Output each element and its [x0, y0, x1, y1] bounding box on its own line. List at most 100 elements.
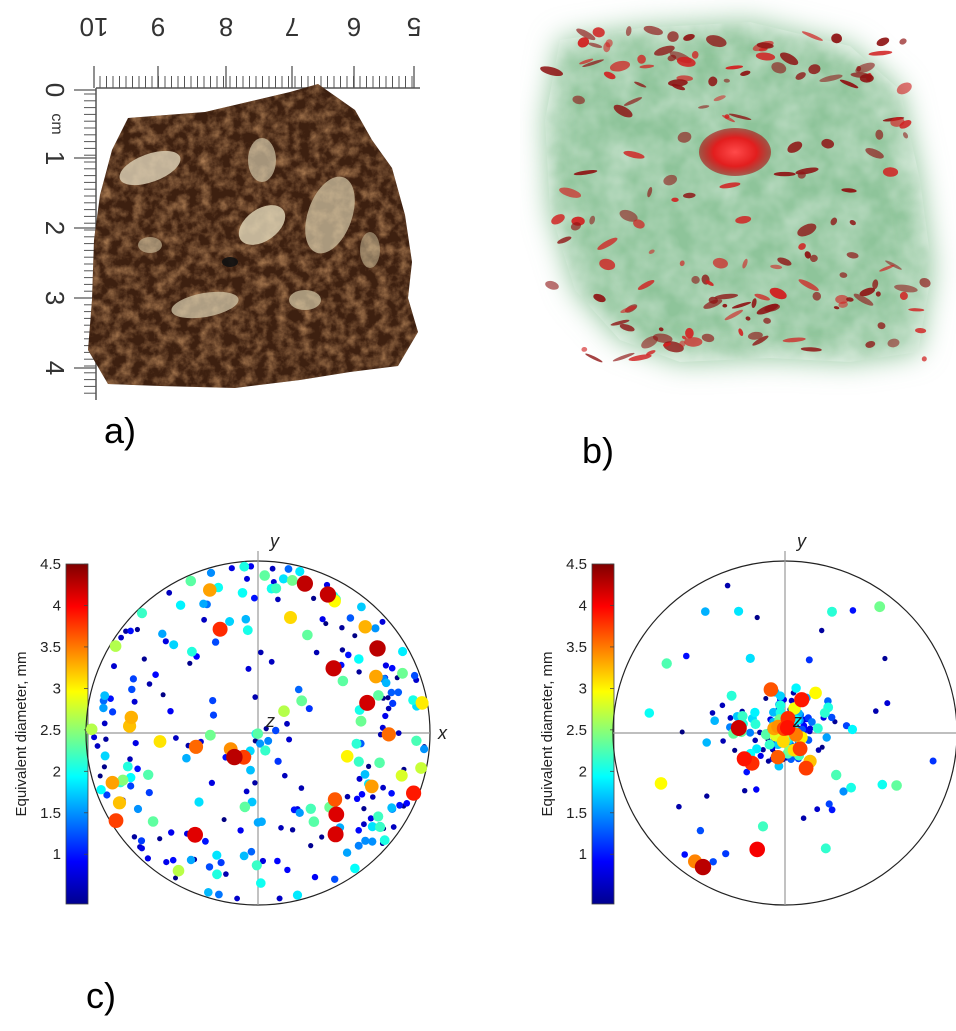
data-point [769, 707, 778, 717]
inclusion [795, 72, 806, 80]
data-point [742, 788, 748, 794]
data-point [157, 836, 163, 842]
inclusion [780, 52, 799, 66]
inclusion [570, 222, 581, 231]
colorbar-tick-label: 2.5 [40, 722, 61, 739]
data-point [327, 826, 344, 843]
data-point [134, 765, 141, 773]
inclusion [752, 335, 769, 346]
inclusion [648, 249, 655, 254]
axis-label-z: z [792, 711, 802, 731]
inclusion [698, 105, 710, 109]
data-point [358, 620, 372, 634]
data-point [103, 736, 109, 742]
data-point [754, 614, 760, 621]
colorbar-tick-label: 4 [579, 597, 587, 614]
data-point [247, 797, 257, 807]
data-point [141, 656, 147, 662]
data-point [846, 782, 856, 793]
data-point [99, 703, 108, 713]
inclusion [609, 60, 631, 72]
data-point [387, 803, 397, 813]
data-point [752, 737, 758, 744]
data-point [212, 869, 222, 880]
inclusion [751, 298, 757, 308]
data-point [337, 675, 349, 687]
inclusion [830, 217, 838, 226]
axis-label-x: x [437, 723, 448, 743]
data-point [167, 708, 174, 715]
panel-a-rock-photo: 10 9 8 7 6 5 0 1 2 3 4 cm a) [0, 0, 430, 460]
inclusion [701, 333, 715, 343]
colorbar-tick-label: 3 [53, 680, 61, 697]
inclusion [879, 264, 895, 272]
data-point [828, 713, 836, 722]
inclusion [804, 251, 811, 259]
data-point [374, 757, 385, 769]
inclusion [795, 167, 819, 175]
colorbar-tick-label: 1 [53, 846, 61, 863]
data-point [274, 757, 282, 765]
data-point [408, 695, 418, 705]
data-point [342, 848, 352, 857]
inclusion [593, 293, 606, 303]
data-point [242, 625, 253, 636]
inclusion [902, 132, 909, 139]
data-point [344, 793, 351, 800]
data-point [849, 607, 857, 614]
data-point [763, 682, 779, 697]
inclusion [703, 299, 723, 309]
data-point [355, 827, 363, 834]
inclusion [668, 79, 688, 87]
inclusion [625, 26, 632, 37]
ruler-top-label: 9 [151, 12, 165, 42]
data-point [168, 829, 175, 836]
data-point [124, 710, 138, 725]
data-point [282, 772, 288, 779]
data-point [284, 866, 291, 874]
data-point [745, 653, 755, 663]
data-point [204, 888, 213, 897]
data-point [173, 875, 178, 881]
data-point [770, 750, 786, 765]
data-point [274, 857, 281, 865]
data-point [162, 638, 169, 645]
colorbar-tick-label: 4.5 [566, 556, 587, 573]
inclusion [619, 209, 638, 222]
inclusion [770, 264, 783, 270]
data-point [874, 601, 886, 613]
inclusion [812, 291, 822, 301]
inclusion [773, 171, 796, 177]
data-point [284, 611, 297, 624]
data-point [109, 708, 117, 716]
inclusion [725, 65, 744, 70]
ruler-top: 10 9 8 7 6 5 [80, 12, 421, 89]
data-point [814, 806, 821, 813]
data-point [353, 756, 364, 767]
inclusion [724, 309, 743, 321]
inclusion [641, 335, 659, 349]
data-point [792, 741, 808, 757]
inclusion [835, 294, 849, 304]
inclusion [677, 131, 692, 143]
data-point [208, 779, 215, 786]
inclusion [742, 258, 748, 269]
data-point [100, 691, 110, 700]
inclusion [613, 104, 633, 118]
inclusion [849, 219, 856, 226]
data-point [764, 739, 775, 750]
data-point [237, 588, 248, 598]
data-point [103, 791, 111, 799]
inclusion [865, 340, 876, 348]
inclusion [899, 119, 912, 129]
inclusion [576, 28, 596, 41]
data-point [702, 738, 711, 747]
data-point [360, 770, 370, 779]
data-point [753, 786, 760, 793]
data-point [732, 747, 738, 753]
inclusion [769, 287, 787, 300]
inclusion [540, 66, 564, 77]
inclusion [831, 33, 842, 44]
inclusion [582, 59, 604, 68]
data-point [127, 627, 134, 635]
